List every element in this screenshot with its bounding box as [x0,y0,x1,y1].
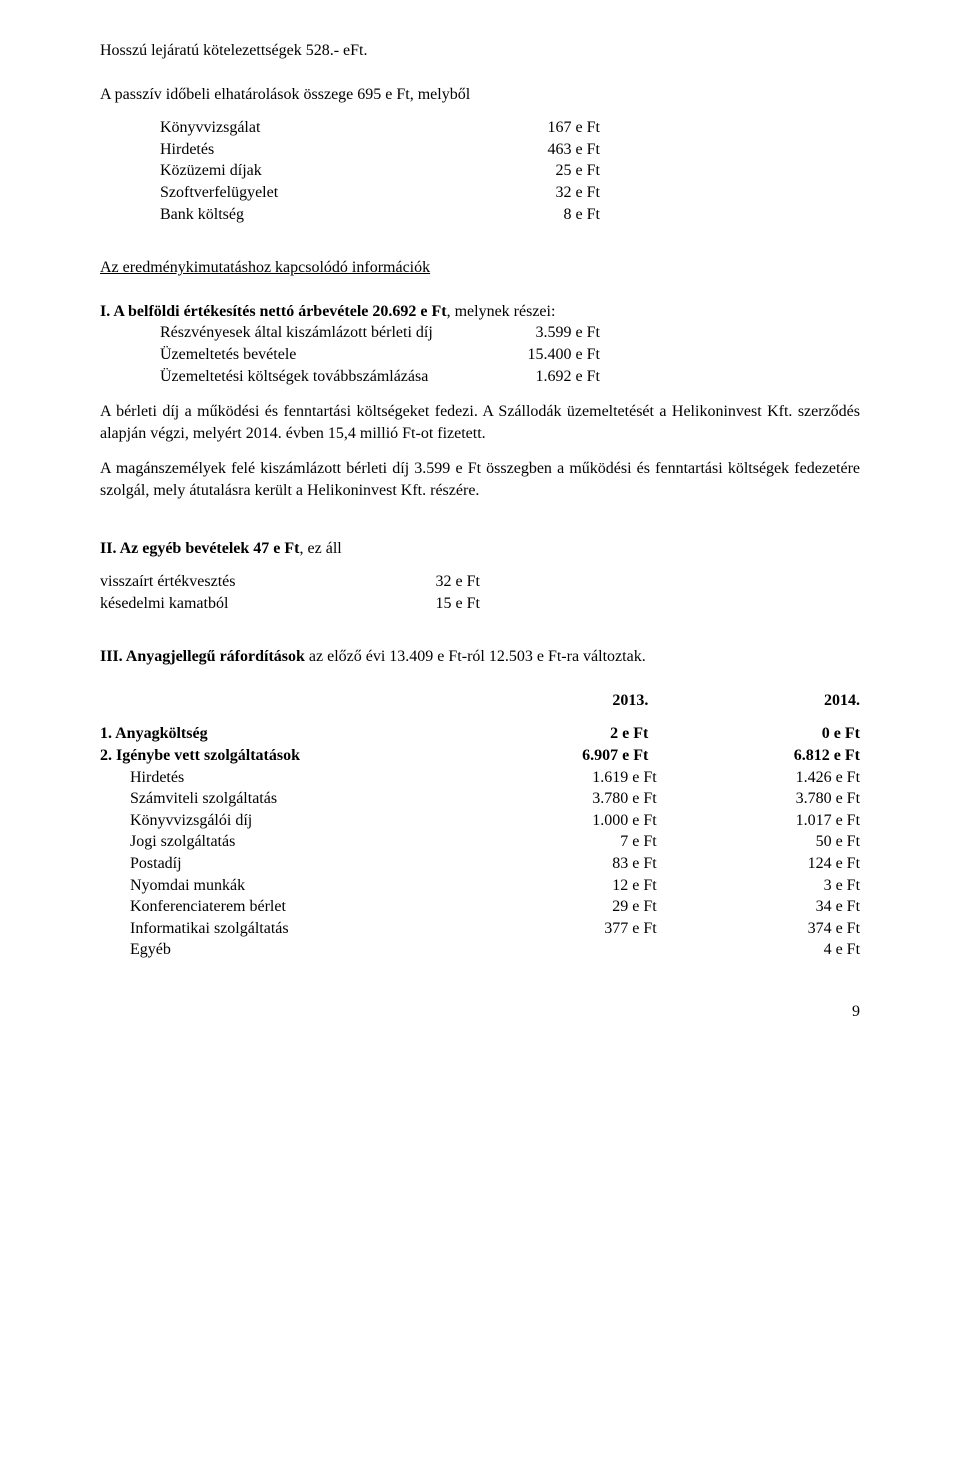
list-item-value: 8 e Ft [480,204,600,226]
table-cell: 3.780 e Ft [453,788,656,810]
table-cell: Jogi szolgáltatás [100,831,453,853]
list-item: Részvényesek által kiszámlázott bérleti … [100,322,860,344]
table-cell: Egyéb [100,939,453,961]
section-i-intro: I. A belföldi értékesítés nettó árbevéte… [100,301,860,323]
table-cell: 1.017 e Ft [657,810,860,832]
table-cell: 6.907 e Ft [437,745,649,767]
section-iii-intro: III. Anyagjellegű ráfordítások az előző … [100,646,860,668]
list-item: Közüzemi díjak25 e Ft [100,160,860,182]
list-item-label: Bank költség [100,204,480,226]
list-item: Szoftverfelügyelet32 e Ft [100,182,860,204]
list-item-value: 32 e Ft [480,182,600,204]
table-cell: Postadíj [100,853,453,875]
table-row: Egyéb 4 e Ft [100,939,860,961]
list-item-label: Könyvvizsgálat [100,117,480,139]
table-row: Könyvvizsgálói díj1.000 e Ft1.017 e Ft [100,810,860,832]
table-cell: 2. Igénybe vett szolgáltatások [100,745,437,767]
list-item-label: Üzemeltetési költségek továbbszámlázása [100,366,480,388]
table-row: Konferenciaterem bérlet29 e Ft34 e Ft [100,896,860,918]
list-item-value: 32 e Ft [360,571,480,593]
table-cell: 4 e Ft [657,939,860,961]
list-item-label: Üzemeltetés bevétele [100,344,480,366]
table-cell: Nyomdai munkák [100,875,453,897]
table-cell: 124 e Ft [657,853,860,875]
text-line: A passzív időbeli elhatárolások összege … [100,84,860,106]
section-i-title: I. A belföldi értékesítés nettó árbevéte… [100,303,447,320]
table-cell: 3.780 e Ft [657,788,860,810]
list-item-value: 1.692 e Ft [480,366,600,388]
list-item-label: Hirdetés [100,139,480,161]
page-number: 9 [100,1001,860,1023]
text: , ez áll [300,540,342,557]
table-cell: 7 e Ft [453,831,656,853]
table-cell: 374 e Ft [657,918,860,940]
list-item-value: 15 e Ft [360,593,480,615]
list-item-label: késedelmi kamatból [100,593,360,615]
table-row: 1. Anyagköltség2 e Ft0 e Ft [100,723,860,745]
table-cell: 83 e Ft [453,853,656,875]
table-cell: Könyvvizsgálói díj [100,810,453,832]
table-cell: 1.000 e Ft [453,810,656,832]
table-cell: 1.619 e Ft [453,767,656,789]
section-ii-intro: II. Az egyéb bevételek 47 e Ft, ez áll [100,538,860,560]
list-item-value: 463 e Ft [480,139,600,161]
list-item-label: Részvényesek által kiszámlázott bérleti … [100,322,480,344]
paragraph: A bérleti díj a működési és fenntartási … [100,401,860,444]
list-item-label: Közüzemi díjak [100,160,480,182]
table-cell: 34 e Ft [657,896,860,918]
table-cell: 12 e Ft [453,875,656,897]
table-cell: Hirdetés [100,767,453,789]
list-item: késedelmi kamatból15 e Ft [100,593,860,615]
table-row: 2. Igénybe vett szolgáltatások6.907 e Ft… [100,745,860,767]
text: , melynek részei: [447,303,556,320]
table-cell: Konferenciaterem bérlet [100,896,453,918]
section-iii-title: III. Anyagjellegű ráfordítások [100,648,305,665]
table-cell: 3 e Ft [657,875,860,897]
list-item-value: 25 e Ft [480,160,600,182]
table-cell: 2 e Ft [437,723,649,745]
table-header-row: 2013. 2014. [100,690,860,712]
list-item-value: 15.400 e Ft [480,344,600,366]
paragraph: A magánszemélyek felé kiszámlázott bérle… [100,458,860,501]
table-row: Postadíj83 e Ft124 e Ft [100,853,860,875]
table-header-cell [100,690,437,712]
list-item: Bank költség8 e Ft [100,204,860,226]
list-item: Üzemeltetés bevétele15.400 e Ft [100,344,860,366]
section-ii-title: II. Az egyéb bevételek 47 e Ft [100,540,300,557]
table-cell: 1. Anyagköltség [100,723,437,745]
list-item: Hirdetés463 e Ft [100,139,860,161]
list-item-value: 3.599 e Ft [480,322,600,344]
table-header-cell: 2014. [648,690,860,712]
list-item: Könyvvizsgálat167 e Ft [100,117,860,139]
table-row: Jogi szolgáltatás7 e Ft50 e Ft [100,831,860,853]
table-cell: 0 e Ft [648,723,860,745]
list-item-label: visszaírt értékvesztés [100,571,360,593]
table-row: Nyomdai munkák12 e Ft3 e Ft [100,875,860,897]
table-row: Hirdetés1.619 e Ft1.426 e Ft [100,767,860,789]
section-heading: Az eredménykimutatáshoz kapcsolódó infor… [100,257,860,279]
list-item-value: 167 e Ft [480,117,600,139]
list-item-label: Szoftverfelügyelet [100,182,480,204]
text-line: Hosszú lejáratú kötelezettségek 528.- eF… [100,40,860,62]
text: az előző évi 13.409 e Ft-ról 12.503 e Ft… [305,648,646,665]
table-row: Számviteli szolgáltatás3.780 e Ft3.780 e… [100,788,860,810]
table-cell: 1.426 e Ft [657,767,860,789]
list-item: visszaírt értékvesztés32 e Ft [100,571,860,593]
table-row: Informatikai szolgáltatás377 e Ft374 e F… [100,918,860,940]
list-item: Üzemeltetési költségek továbbszámlázása1… [100,366,860,388]
table-cell [453,939,656,961]
table-cell: 29 e Ft [453,896,656,918]
table-header-cell: 2013. [437,690,649,712]
table-cell: Számviteli szolgáltatás [100,788,453,810]
table-cell: 50 e Ft [657,831,860,853]
table-cell: 377 e Ft [453,918,656,940]
table-cell: Informatikai szolgáltatás [100,918,453,940]
table-cell: 6.812 e Ft [648,745,860,767]
